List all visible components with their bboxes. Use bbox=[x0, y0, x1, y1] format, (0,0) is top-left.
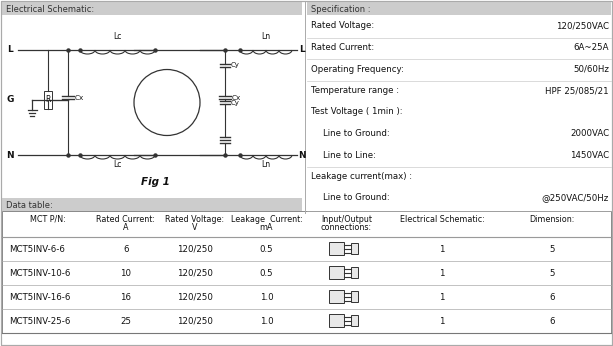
Text: Test Voltage ( 1min ):: Test Voltage ( 1min ): bbox=[311, 108, 403, 117]
Text: Temperature range :: Temperature range : bbox=[311, 86, 399, 95]
Text: 1450VAC: 1450VAC bbox=[570, 151, 609, 160]
Text: 120/250: 120/250 bbox=[177, 317, 213, 326]
Text: G: G bbox=[6, 95, 13, 104]
Bar bbox=[329, 314, 343, 327]
Text: 25: 25 bbox=[121, 317, 132, 326]
Text: 6: 6 bbox=[549, 317, 555, 326]
Text: MCT5INV-6-6: MCT5INV-6-6 bbox=[9, 245, 65, 254]
Text: 5: 5 bbox=[549, 268, 555, 277]
Text: 0.5: 0.5 bbox=[260, 245, 273, 254]
Text: @250VAC/50Hz: @250VAC/50Hz bbox=[542, 193, 609, 202]
Text: V: V bbox=[192, 224, 198, 233]
Text: A: A bbox=[123, 224, 129, 233]
Text: MCT5INV-10-6: MCT5INV-10-6 bbox=[9, 268, 70, 277]
Text: Rated Voltage:: Rated Voltage: bbox=[311, 21, 375, 30]
Text: Rated Current:: Rated Current: bbox=[311, 43, 375, 52]
Text: Dimension:: Dimension: bbox=[529, 215, 575, 224]
Text: MCT5INV-25-6: MCT5INV-25-6 bbox=[9, 317, 70, 326]
Text: Rated Current:: Rated Current: bbox=[96, 215, 156, 224]
Text: 6: 6 bbox=[549, 292, 555, 301]
Text: Specification :: Specification : bbox=[311, 5, 370, 14]
Text: connections:: connections: bbox=[321, 224, 372, 233]
Text: Leakage  Current:: Leakage Current: bbox=[230, 215, 302, 224]
Text: 10: 10 bbox=[121, 268, 132, 277]
Text: 6: 6 bbox=[123, 245, 129, 254]
Text: Data table:: Data table: bbox=[6, 201, 53, 210]
Text: mA: mA bbox=[260, 224, 273, 233]
Bar bbox=[329, 290, 343, 303]
Text: 5: 5 bbox=[549, 245, 555, 254]
Text: 1: 1 bbox=[440, 245, 445, 254]
Bar bbox=[351, 291, 357, 302]
Text: 0.5: 0.5 bbox=[260, 268, 273, 277]
Bar bbox=[351, 243, 357, 254]
Text: Fig 1: Fig 1 bbox=[140, 177, 169, 187]
Text: 1: 1 bbox=[440, 292, 445, 301]
Bar bbox=[351, 267, 357, 278]
Text: Input/Output: Input/Output bbox=[321, 215, 372, 224]
Text: Cx: Cx bbox=[75, 95, 84, 101]
Text: HPF 25/085/21: HPF 25/085/21 bbox=[546, 86, 609, 95]
Text: Line to Ground:: Line to Ground: bbox=[323, 129, 390, 138]
Bar bbox=[351, 315, 357, 326]
Text: R: R bbox=[45, 95, 51, 104]
Text: Lc: Lc bbox=[113, 160, 122, 169]
Text: Cy: Cy bbox=[231, 62, 240, 68]
Text: 1.0: 1.0 bbox=[260, 317, 273, 326]
Text: Ln: Ln bbox=[261, 160, 270, 169]
Text: L: L bbox=[299, 46, 305, 55]
Bar bbox=[44, 91, 52, 109]
Text: 6A~25A: 6A~25A bbox=[574, 43, 609, 52]
Bar bbox=[329, 266, 343, 279]
Text: Cx: Cx bbox=[232, 95, 242, 101]
Text: 120/250: 120/250 bbox=[177, 268, 213, 277]
Text: MCT5INV-16-6: MCT5INV-16-6 bbox=[9, 292, 70, 301]
Text: Leakage current(max) :: Leakage current(max) : bbox=[311, 172, 412, 181]
Text: 50/60Hz: 50/60Hz bbox=[573, 64, 609, 73]
Text: N: N bbox=[6, 151, 14, 160]
Text: Rated Voltage:: Rated Voltage: bbox=[166, 215, 224, 224]
Text: 120/250VAC: 120/250VAC bbox=[556, 21, 609, 30]
Text: 120/250: 120/250 bbox=[177, 245, 213, 254]
Text: 1: 1 bbox=[440, 268, 445, 277]
Text: Lc: Lc bbox=[113, 32, 122, 41]
Bar bbox=[307, 2, 611, 15]
Text: 2000VAC: 2000VAC bbox=[570, 129, 609, 138]
Text: Ln: Ln bbox=[261, 32, 270, 41]
Text: 120/250: 120/250 bbox=[177, 292, 213, 301]
Text: 16: 16 bbox=[121, 292, 132, 301]
Text: MCT P/N:: MCT P/N: bbox=[29, 215, 66, 224]
Text: L: L bbox=[7, 46, 13, 55]
Text: Operating Frequency:: Operating Frequency: bbox=[311, 64, 404, 73]
Bar bbox=[2, 211, 611, 337]
Text: Line to Line:: Line to Line: bbox=[323, 151, 376, 160]
Text: Cy: Cy bbox=[231, 100, 240, 106]
Text: 1.0: 1.0 bbox=[260, 292, 273, 301]
Text: Electrical Schematic:: Electrical Schematic: bbox=[400, 215, 484, 224]
Bar bbox=[2, 2, 302, 15]
Bar bbox=[2, 198, 302, 211]
Text: Line to Ground:: Line to Ground: bbox=[323, 193, 390, 202]
Text: 1: 1 bbox=[440, 317, 445, 326]
Bar bbox=[329, 242, 343, 255]
Text: N: N bbox=[298, 151, 306, 160]
Bar bbox=[2, 211, 611, 333]
Text: Electrical Schematic:: Electrical Schematic: bbox=[6, 5, 94, 14]
